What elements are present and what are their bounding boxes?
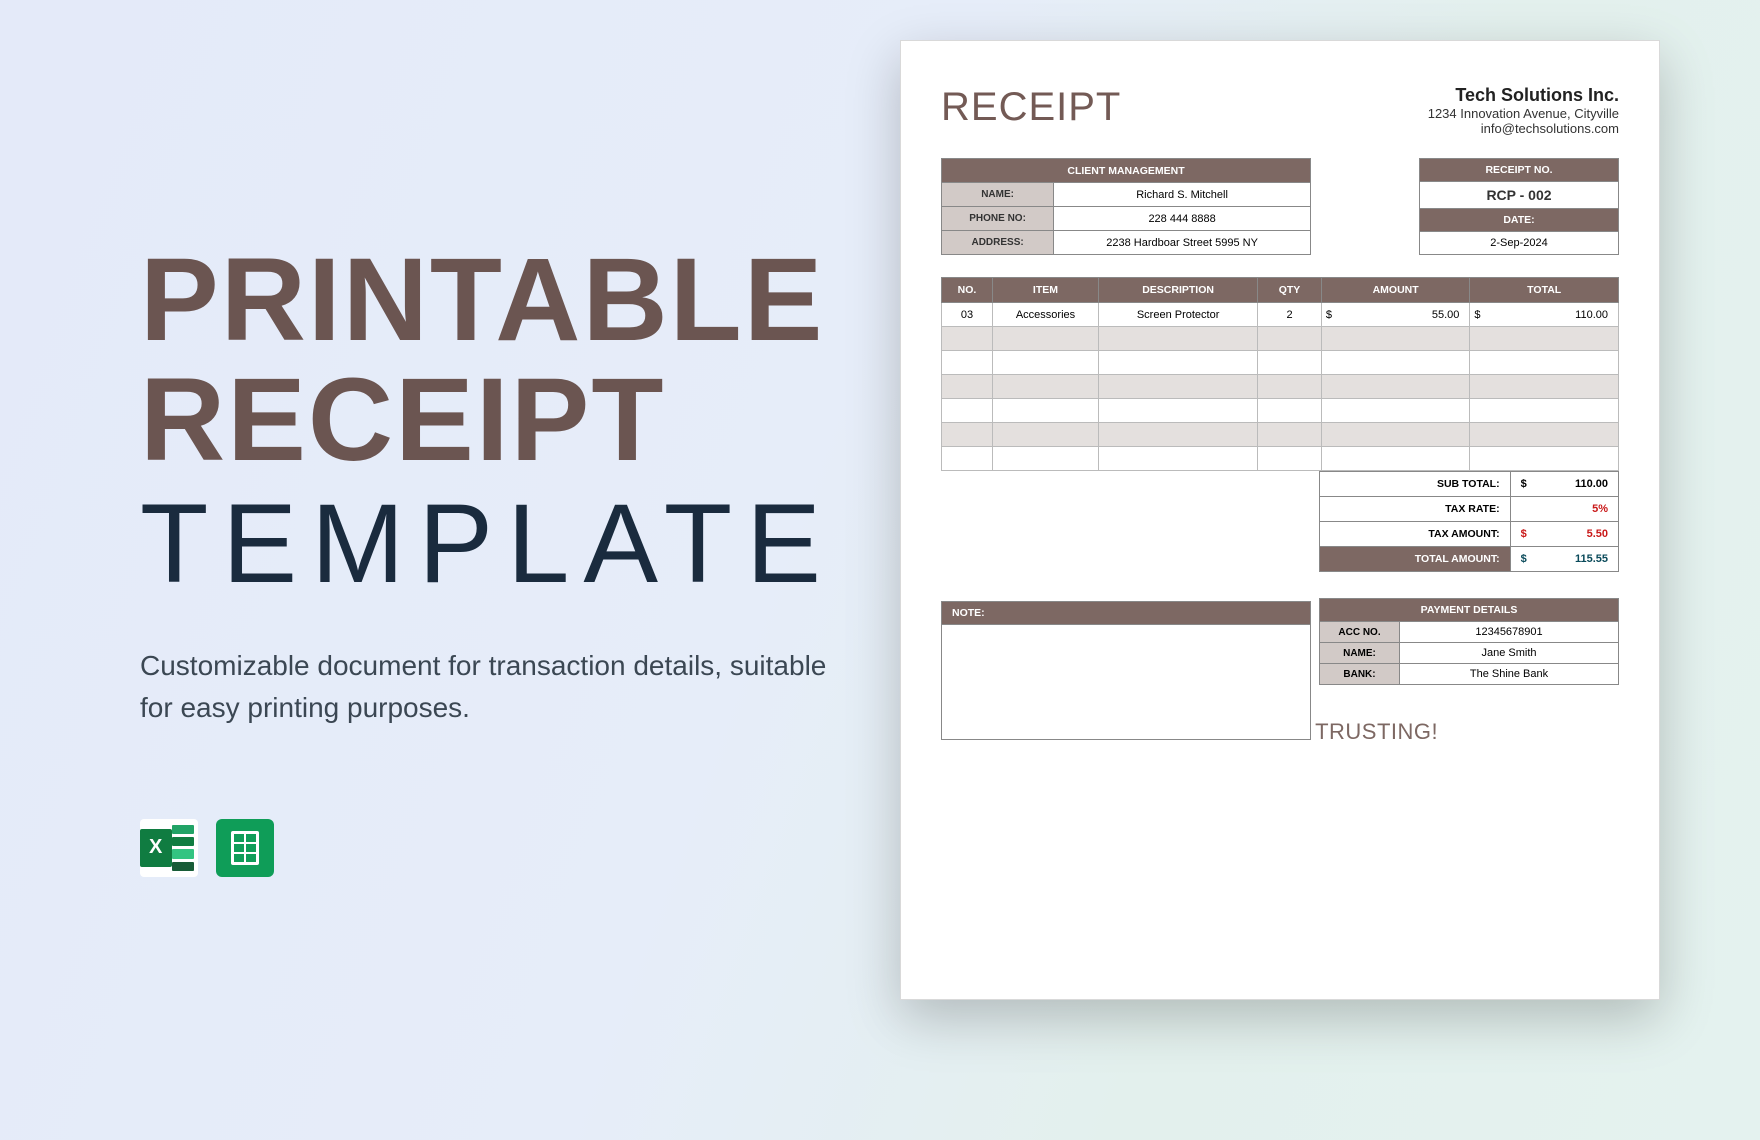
promo-text-block: PRINTABLE RECEIPT TEMPLATE Customizable …: [140, 60, 840, 877]
title-line-1: PRINTABLE: [140, 240, 840, 360]
empty-row: [942, 447, 1619, 471]
col-no: NO.: [942, 278, 993, 303]
empty-row: [942, 351, 1619, 375]
payname-label: NAME:: [1320, 643, 1400, 664]
title-line-2: RECEIPT: [140, 360, 840, 480]
acc-value: 12345678901: [1400, 622, 1619, 643]
company-email: info@techsolutions.com: [1428, 121, 1619, 136]
excel-icon: [140, 819, 198, 877]
receipt-heading: RECEIPT: [941, 85, 1121, 130]
subtotal-value: $110.00: [1510, 472, 1618, 497]
col-total: TOTAL: [1470, 278, 1619, 303]
receipt-document: RECEIPT Tech Solutions Inc. 1234 Innovat…: [900, 40, 1660, 1000]
client-address: 2238 Hardboar Street 5995 NY: [1054, 231, 1311, 255]
totals-table: SUB TOTAL:$110.00 TAX RATE:5% TAX AMOUNT…: [1319, 471, 1619, 572]
items-table: NO. ITEM DESCRIPTION QTY AMOUNT TOTAL 03…: [941, 277, 1619, 471]
cell-qty: 2: [1258, 303, 1322, 327]
company-name: Tech Solutions Inc.: [1428, 85, 1619, 106]
taxrate-value: 5%: [1510, 497, 1618, 522]
client-table: CLIENT MANAGEMENT NAME:Richard S. Mitche…: [941, 158, 1311, 255]
total-value: $115.55: [1510, 547, 1618, 572]
format-icons: [140, 819, 840, 877]
subtotal-label: SUB TOTAL:: [1320, 472, 1511, 497]
client-phone: 228 444 8888: [1054, 207, 1311, 231]
cell-desc: Screen Protector: [1099, 303, 1258, 327]
total-label: TOTAL AMOUNT:: [1320, 547, 1511, 572]
client-name-label: NAME:: [942, 183, 1054, 207]
meta-table: RECEIPT NO. RCP - 002 DATE: 2-Sep-2024: [1419, 158, 1619, 255]
receipt-date: 2-Sep-2024: [1420, 232, 1619, 255]
subtitle: Customizable document for transaction de…: [140, 645, 840, 729]
taxamt-value: $5.50: [1510, 522, 1618, 547]
col-amount: AMOUNT: [1321, 278, 1470, 303]
acc-label: ACC NO.: [1320, 622, 1400, 643]
taxamt-label: TAX AMOUNT:: [1320, 522, 1511, 547]
empty-row: [942, 399, 1619, 423]
company-block: Tech Solutions Inc. 1234 Innovation Aven…: [1428, 85, 1619, 136]
empty-row: [942, 375, 1619, 399]
receipt-no: RCP - 002: [1420, 182, 1619, 209]
client-address-label: ADDRESS:: [942, 231, 1054, 255]
template-preview-card: PRINTABLE RECEIPT TEMPLATE Customizable …: [0, 0, 1760, 1140]
taxrate-label: TAX RATE:: [1320, 497, 1511, 522]
note-label: NOTE:: [941, 601, 1311, 625]
google-sheets-icon: [216, 819, 274, 877]
payname-value: Jane Smith: [1400, 643, 1619, 664]
col-desc: DESCRIPTION: [1099, 278, 1258, 303]
cell-amount: $55.00: [1321, 303, 1470, 327]
note-block: NOTE:: [941, 601, 1311, 740]
receipt-no-label: RECEIPT NO.: [1420, 159, 1619, 182]
col-qty: QTY: [1258, 278, 1322, 303]
cell-no: 03: [942, 303, 993, 327]
bank-label: BANK:: [1320, 664, 1400, 685]
client-header: CLIENT MANAGEMENT: [942, 159, 1311, 183]
client-name: Richard S. Mitchell: [1054, 183, 1311, 207]
cell-total: $110.00: [1470, 303, 1619, 327]
title-line-3: TEMPLATE: [140, 487, 840, 601]
payment-header: PAYMENT DETAILS: [1320, 599, 1619, 622]
date-label: DATE:: [1420, 209, 1619, 232]
payment-table: PAYMENT DETAILS ACC NO.12345678901 NAME:…: [1319, 598, 1619, 685]
item-row: 03 Accessories Screen Protector 2 $55.00…: [942, 303, 1619, 327]
empty-row: [942, 327, 1619, 351]
client-phone-label: PHONE NO:: [942, 207, 1054, 231]
note-body: [941, 625, 1311, 740]
bank-value: The Shine Bank: [1400, 664, 1619, 685]
company-address: 1234 Innovation Avenue, Cityville: [1428, 106, 1619, 121]
cell-item: Accessories: [992, 303, 1098, 327]
empty-row: [942, 423, 1619, 447]
col-item: ITEM: [992, 278, 1098, 303]
